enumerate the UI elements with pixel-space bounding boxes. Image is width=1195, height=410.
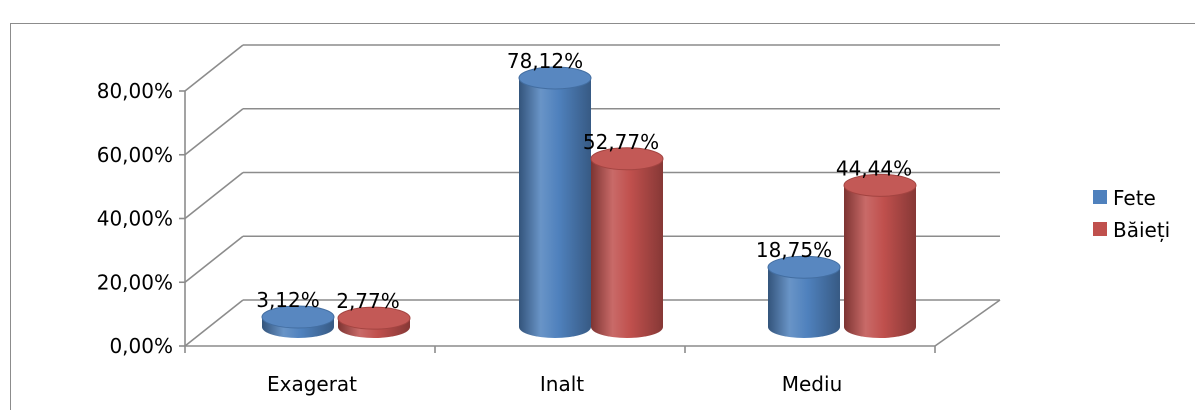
bar-top <box>261 305 335 329</box>
bar-top <box>337 306 411 330</box>
bar-body <box>768 267 840 338</box>
legend-swatch <box>1093 222 1107 236</box>
data-label: 18,75% <box>756 238 832 262</box>
chart-area <box>10 23 1195 410</box>
y-tick-label: 20,00% <box>97 270 173 294</box>
bar-fete-mediu <box>767 255 841 338</box>
x-tick-label: Inalt <box>540 372 584 396</box>
side-wall-line <box>184 108 244 156</box>
legend-label: Fete <box>1113 186 1156 210</box>
legend-swatch <box>1093 190 1107 204</box>
bar-fete-inalt <box>518 66 592 338</box>
bar-băieți-exagerat <box>337 306 411 338</box>
legend-label: Băieți <box>1113 218 1170 242</box>
bar-băieți-mediu <box>843 173 917 338</box>
bar-top <box>767 255 841 279</box>
data-label: 78,12% <box>507 49 583 73</box>
legend-item-fete: Fete <box>1093 186 1156 210</box>
data-label: 52,77% <box>583 130 659 154</box>
side-wall-line <box>184 171 244 220</box>
side-wall-line <box>184 299 244 347</box>
bar-body <box>591 158 663 338</box>
legend-item-băieți: Băieți <box>1093 218 1170 242</box>
data-label: 44,44% <box>836 156 912 180</box>
bar-top <box>843 173 917 197</box>
data-label: 2,77% <box>336 289 400 313</box>
bar-body <box>519 77 591 338</box>
y-tick-label: 80,00% <box>97 79 173 103</box>
side-wall-line <box>184 44 244 92</box>
y-tick-label: 60,00% <box>97 143 173 167</box>
bar-top <box>590 147 664 171</box>
y-tick-label: 40,00% <box>97 207 173 231</box>
side-wall-line <box>184 235 244 283</box>
bar-fete-exagerat <box>261 305 335 338</box>
y-tick-label: 0,00% <box>109 334 173 358</box>
x-tick-label: Exagerat <box>267 372 357 396</box>
x-tick-label: Mediu <box>782 372 843 396</box>
bar-body <box>844 185 916 338</box>
bar-top <box>518 66 592 90</box>
bar-băieți-inalt <box>590 147 664 338</box>
data-label: 3,12% <box>256 288 320 312</box>
floor-edge <box>934 299 1001 347</box>
